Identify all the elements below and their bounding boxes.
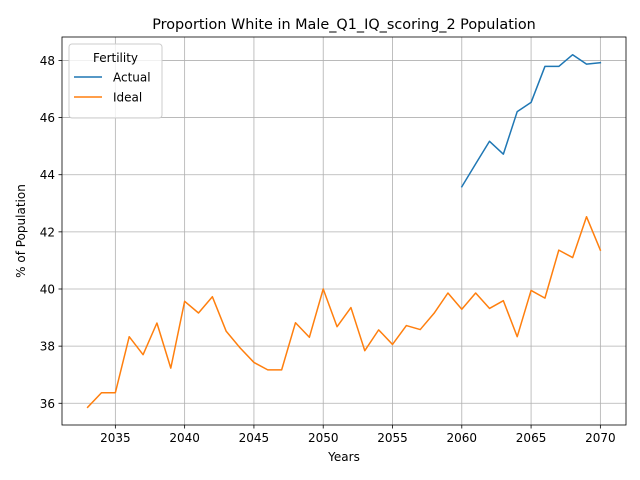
gridlines — [62, 37, 626, 425]
legend-title: Fertility — [93, 51, 138, 65]
legend: Fertility Actual Ideal — [68, 43, 163, 119]
x-axis-label: Years — [327, 450, 360, 464]
plot-area-frame — [61, 36, 627, 426]
x-tick-label: 2065 — [516, 431, 547, 445]
x-tick-label: 2070 — [585, 431, 616, 445]
y-tick-label: 44 — [40, 168, 55, 182]
x-axis-ticks: 2035 2040 2045 2050 2055 2060 2065 2070 — [100, 425, 616, 445]
y-axis-ticks: 36 38 40 42 44 46 48 — [40, 54, 62, 411]
y-tick-label: 40 — [40, 283, 55, 297]
legend-label-ideal: Ideal — [113, 91, 142, 105]
y-tick-label: 36 — [40, 397, 55, 411]
legend-label-actual: Actual — [113, 71, 151, 85]
x-tick-label: 2045 — [239, 431, 270, 445]
chart-title: Proportion White in Male_Q1_IQ_scoring_2… — [152, 17, 536, 33]
y-tick-label: 48 — [40, 54, 55, 68]
y-axis-label: % of Population — [14, 184, 28, 278]
legend-box — [68, 43, 163, 119]
series-line-actual — [460, 53, 602, 188]
x-tick-label: 2055 — [377, 431, 408, 445]
x-tick-label: 2060 — [447, 431, 478, 445]
y-tick-label: 38 — [40, 340, 55, 354]
x-tick-label: 2050 — [308, 431, 339, 445]
x-tick-label: 2035 — [100, 431, 131, 445]
y-tick-label: 46 — [40, 111, 55, 125]
y-tick-label: 42 — [40, 225, 55, 239]
series-lines — [86, 53, 602, 409]
series-line-ideal — [86, 215, 602, 409]
x-tick-label: 2040 — [169, 431, 200, 445]
